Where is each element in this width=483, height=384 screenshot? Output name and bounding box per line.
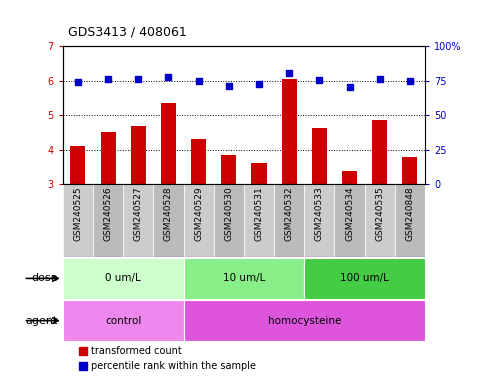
Bar: [304, 258, 425, 299]
Bar: [213, 184, 244, 257]
Bar: [334, 184, 365, 257]
Bar: [63, 184, 93, 257]
Point: [255, 81, 263, 87]
Text: 0 um/L: 0 um/L: [105, 273, 141, 283]
Text: control: control: [105, 316, 142, 326]
Bar: [184, 184, 213, 257]
Bar: [372, 120, 387, 184]
Bar: [191, 139, 206, 184]
Bar: [282, 79, 297, 184]
Point: [406, 78, 414, 84]
Bar: [304, 184, 334, 257]
Bar: [274, 184, 304, 257]
Point: [225, 83, 233, 89]
Bar: [100, 132, 115, 184]
Text: homocysteine: homocysteine: [268, 316, 341, 326]
Bar: [161, 103, 176, 184]
Text: GSM240525: GSM240525: [73, 187, 83, 241]
Legend: transformed count, percentile rank within the sample: transformed count, percentile rank withi…: [75, 343, 260, 375]
Text: GSM240535: GSM240535: [375, 187, 384, 241]
Bar: [312, 128, 327, 184]
Bar: [63, 300, 184, 341]
Bar: [252, 163, 267, 184]
Bar: [71, 146, 85, 184]
Point: [165, 74, 172, 80]
Bar: [154, 184, 184, 257]
Text: GSM240532: GSM240532: [284, 187, 294, 241]
Point: [376, 76, 384, 82]
Point: [104, 76, 112, 82]
Point: [315, 77, 323, 83]
Bar: [221, 155, 236, 184]
Point: [285, 70, 293, 76]
Bar: [184, 300, 425, 341]
Text: GSM240534: GSM240534: [345, 187, 354, 241]
Text: GSM240526: GSM240526: [103, 187, 113, 241]
Bar: [63, 258, 184, 299]
Text: GSM240527: GSM240527: [134, 187, 143, 241]
Point: [74, 79, 82, 85]
Bar: [131, 126, 146, 184]
Text: 100 um/L: 100 um/L: [340, 273, 389, 283]
Bar: [184, 258, 304, 299]
Bar: [402, 157, 417, 184]
Text: GSM240529: GSM240529: [194, 187, 203, 241]
Text: GDS3413 / 408061: GDS3413 / 408061: [68, 25, 186, 38]
Text: GSM240533: GSM240533: [315, 187, 324, 241]
Bar: [342, 171, 357, 184]
Point: [195, 78, 202, 84]
Bar: [244, 184, 274, 257]
Point: [346, 84, 354, 90]
Text: GSM240530: GSM240530: [224, 187, 233, 241]
Bar: [365, 184, 395, 257]
Text: 10 um/L: 10 um/L: [223, 273, 265, 283]
Bar: [123, 184, 154, 257]
Text: GSM240528: GSM240528: [164, 187, 173, 241]
Point: [134, 76, 142, 82]
Bar: [93, 184, 123, 257]
Bar: [395, 184, 425, 257]
Text: GSM240848: GSM240848: [405, 187, 414, 241]
Text: agent: agent: [26, 316, 58, 326]
Text: GSM240531: GSM240531: [255, 187, 264, 241]
Text: dose: dose: [31, 273, 58, 283]
